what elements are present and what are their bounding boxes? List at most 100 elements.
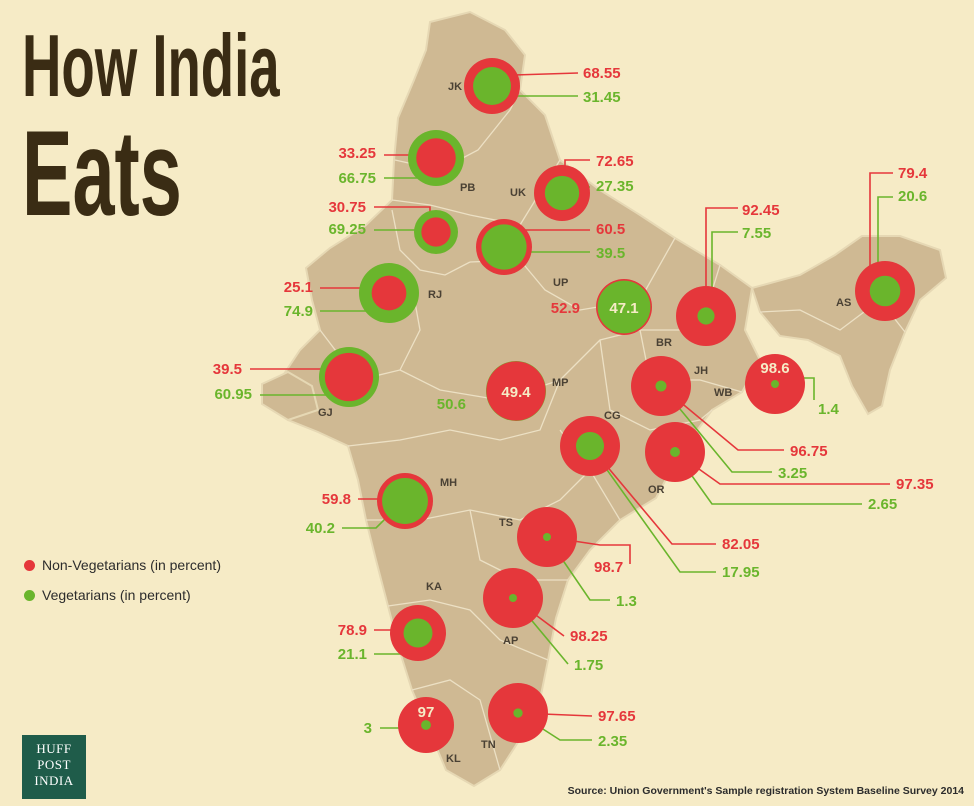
state-label: RJ bbox=[428, 289, 442, 301]
legend-nonveg-label: Non-Vegetarians (in percent) bbox=[42, 557, 221, 573]
veg-bubble bbox=[473, 67, 511, 105]
veg-bubble bbox=[771, 380, 779, 388]
state-label: BR bbox=[656, 337, 672, 349]
nonveg-value: 96.75 bbox=[790, 443, 828, 460]
nonveg-value: 59.8 bbox=[322, 491, 351, 508]
nonveg-value: 52.9 bbox=[551, 300, 580, 317]
source-note: Source: Union Government's Sample regist… bbox=[567, 785, 964, 797]
state-label: MH bbox=[440, 477, 457, 489]
veg-value: 2.35 bbox=[598, 733, 627, 750]
state-label: UP bbox=[553, 277, 568, 289]
legend-veg: Vegetarians (in percent) bbox=[24, 587, 191, 603]
veg-leader-line bbox=[589, 445, 716, 573]
nonveg-value: 60.5 bbox=[596, 221, 625, 238]
veg-bubble bbox=[382, 478, 428, 524]
logo-line-3: INDIA bbox=[34, 773, 74, 788]
state-label: OR bbox=[648, 484, 665, 496]
veg-value: 31.45 bbox=[583, 89, 621, 106]
veg-bubble bbox=[697, 307, 715, 325]
nonveg-value: 39.5 bbox=[213, 361, 242, 378]
veg-value: 50.6 bbox=[437, 396, 466, 413]
gujarat-peninsula bbox=[261, 370, 320, 422]
nonveg-value: 25.1 bbox=[284, 279, 313, 296]
veg-bubble bbox=[403, 618, 433, 648]
veg-value: 27.35 bbox=[596, 178, 634, 195]
veg-bubble bbox=[655, 380, 667, 392]
nonveg-value: 97.35 bbox=[896, 476, 934, 493]
veg-bubble bbox=[508, 593, 518, 603]
veg-bubble bbox=[513, 708, 523, 718]
nonveg-bubble bbox=[486, 361, 546, 421]
veg-value: 21.1 bbox=[338, 646, 367, 663]
logo-line-2: POST bbox=[37, 757, 71, 772]
nonveg-value: 72.65 bbox=[596, 153, 634, 170]
veg-value: 3 bbox=[364, 720, 372, 737]
nonveg-value: 98.6 bbox=[760, 360, 789, 377]
veg-bubble bbox=[543, 533, 551, 541]
nonveg-bubble bbox=[416, 138, 456, 178]
state-label: AP bbox=[503, 635, 518, 647]
nonveg-bubble bbox=[324, 352, 374, 402]
huffpost-india-logo: HUFF POST INDIA bbox=[22, 735, 86, 799]
nonveg-bubble bbox=[421, 217, 451, 247]
veg-bubble bbox=[597, 280, 651, 334]
veg-bubble bbox=[481, 224, 527, 270]
nonveg-leader-line bbox=[705, 207, 738, 316]
veg-bubble bbox=[670, 447, 680, 457]
state-label: TS bbox=[499, 517, 513, 529]
nonveg-bubble bbox=[371, 275, 407, 311]
state-label: WB bbox=[714, 387, 732, 399]
veg-bubble bbox=[421, 720, 431, 730]
veg-bubble bbox=[575, 431, 605, 461]
state-label: CG bbox=[604, 410, 621, 422]
veg-value: 40.2 bbox=[306, 520, 335, 537]
legend-veg-label: Vegetarians (in percent) bbox=[42, 587, 191, 603]
veg-legend-dot bbox=[24, 589, 35, 601]
veg-value: 66.75 bbox=[338, 170, 376, 187]
nonveg-value: 98.25 bbox=[570, 628, 608, 645]
nonveg-value: 97.65 bbox=[598, 708, 636, 725]
legend-nonveg: Non-Vegetarians (in percent) bbox=[24, 557, 221, 573]
veg-bubble bbox=[869, 275, 901, 307]
veg-value: 74.9 bbox=[284, 303, 313, 320]
veg-bubble bbox=[544, 175, 580, 211]
state-label: JK bbox=[448, 81, 462, 93]
nonveg-leader-line bbox=[660, 385, 784, 451]
veg-leader-line bbox=[877, 196, 893, 291]
veg-value: 1.3 bbox=[616, 593, 637, 610]
nonveg-value: 30.75 bbox=[328, 199, 366, 216]
state-label: KL bbox=[446, 753, 461, 765]
state-abbreviations: JK PB UK HR DL UP RJ AS BR JH WB MP GJ C… bbox=[318, 81, 851, 765]
veg-value: 20.6 bbox=[898, 188, 927, 205]
nonveg-value: 98.7 bbox=[594, 559, 623, 576]
nonveg-value: 68.55 bbox=[583, 65, 621, 82]
state-label: KA bbox=[426, 581, 442, 593]
veg-value: 17.95 bbox=[722, 564, 760, 581]
nonveg-leader-line bbox=[513, 72, 579, 76]
veg-value: 60.95 bbox=[214, 386, 252, 403]
veg-value: 7.55 bbox=[742, 225, 771, 242]
nonveg-value: 82.05 bbox=[722, 536, 760, 553]
state-label: TN bbox=[481, 739, 496, 751]
title-line-1: How India bbox=[22, 16, 280, 115]
nonveg-value: 33.25 bbox=[338, 145, 376, 162]
state-label: JH bbox=[694, 365, 708, 377]
veg-value: 3.25 bbox=[778, 465, 807, 482]
nonveg-value: 97 bbox=[418, 704, 435, 721]
veg-value: 2.65 bbox=[868, 496, 897, 513]
state-label: PB bbox=[460, 182, 475, 194]
nonveg-value: 49.4 bbox=[501, 384, 531, 401]
nonveg-leader-line bbox=[589, 445, 716, 545]
state-markers: 68.5531.4533.2566.7572.6527.3530.7569.25… bbox=[213, 58, 934, 753]
state-label: MP bbox=[552, 377, 569, 389]
state-label: GJ bbox=[318, 407, 333, 419]
veg-value: 1.4 bbox=[818, 401, 840, 418]
veg-value: 69.25 bbox=[328, 221, 366, 238]
nonveg-leader-line bbox=[869, 172, 893, 291]
title-line-2: Eats bbox=[22, 105, 182, 241]
veg-leader-line bbox=[660, 385, 772, 473]
nonveg-value: 92.45 bbox=[742, 202, 780, 219]
veg-value: 47.1 bbox=[609, 300, 638, 317]
state-label: UK bbox=[510, 187, 526, 199]
